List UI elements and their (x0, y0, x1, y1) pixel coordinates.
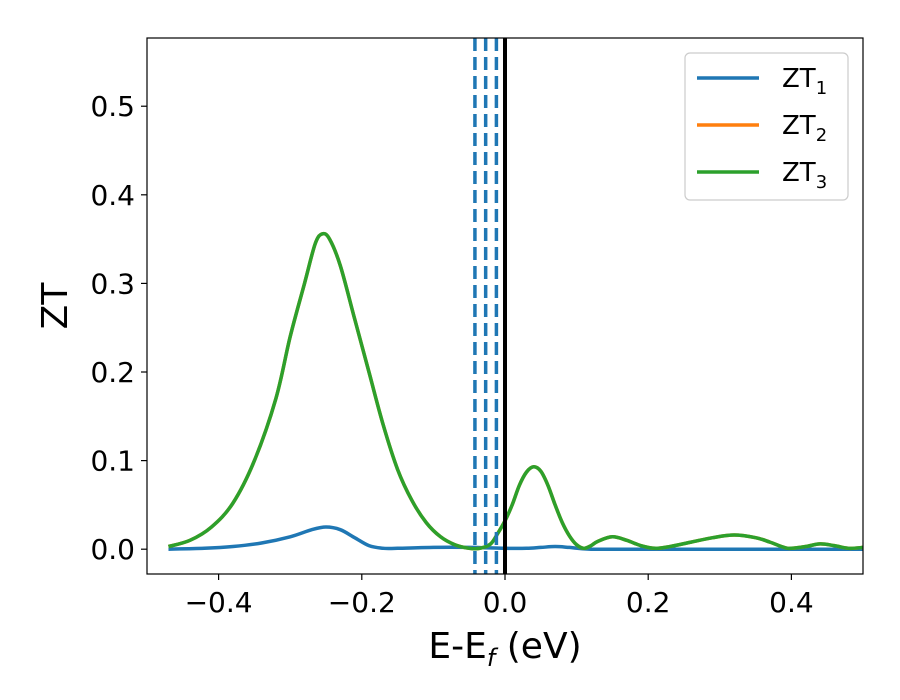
y-tick-label: 0.0 (90, 533, 135, 566)
x-tick-label: −0.2 (328, 586, 396, 619)
series-line-zt1 (168, 525, 863, 552)
series-line-zt3 (167, 231, 863, 551)
legend-label-zt1: ZT1 (782, 64, 827, 99)
y-axis-label: ZT (35, 282, 76, 330)
y-tick-label: 0.2 (90, 356, 135, 389)
x-tick-label: 0.0 (483, 586, 528, 619)
legend-label-zt3: ZT3 (782, 158, 827, 193)
x-axis-label-unit: (eV) (495, 626, 581, 667)
plot-area (167, 38, 863, 574)
legend-box (684, 52, 849, 201)
x-axis-label: E-Ef (eV) (428, 626, 581, 672)
plot-clip-group (167, 38, 863, 574)
y-tick-label: 0.5 (90, 90, 135, 123)
legend: ZT1 ZT2 ZT3 (684, 52, 849, 201)
legend-label-zt2: ZT2 (782, 111, 827, 146)
y-tick-label: 0.4 (90, 179, 135, 212)
series-line-zt2 (167, 231, 863, 551)
x-tick-label: 0.4 (769, 586, 814, 619)
y-tick-label: 0.3 (90, 267, 135, 300)
x-tick-label: −0.4 (185, 586, 253, 619)
axes: −0.4 −0.2 0.0 0.2 0.4 0.0 0.1 0.2 0.3 0.4 0.5 (90, 37, 864, 619)
x-tick-label: 0.2 (626, 586, 671, 619)
y-tick-label: 0.1 (90, 445, 135, 478)
